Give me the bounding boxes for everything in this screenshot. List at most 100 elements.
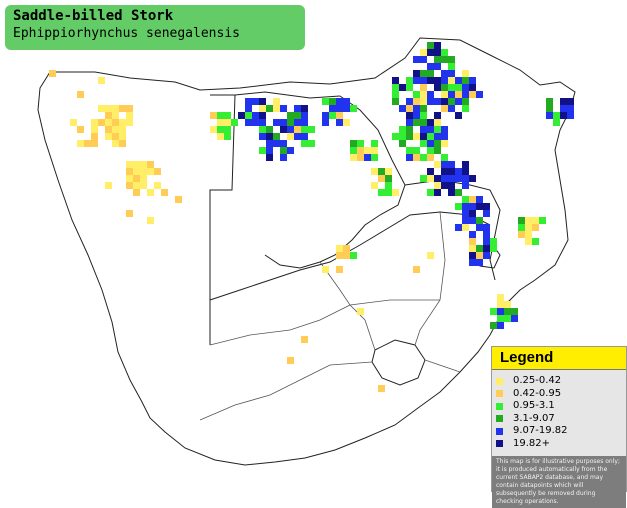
grid-cell <box>490 245 497 252</box>
grid-cell <box>441 154 448 161</box>
grid-cell <box>112 126 119 133</box>
namibia-botswana-border <box>209 94 236 345</box>
grid-cell <box>497 308 504 315</box>
grid-cell <box>532 238 539 245</box>
grid-cell <box>224 126 231 133</box>
grid-cell <box>525 231 532 238</box>
grid-cell <box>280 119 287 126</box>
legend-item: 0.42-0.95 <box>496 388 626 401</box>
grid-cell <box>455 84 462 91</box>
grid-cell <box>294 133 301 140</box>
grid-cell <box>245 119 252 126</box>
grid-cell <box>427 98 434 105</box>
grid-cell <box>154 168 161 175</box>
grid-cell <box>546 105 553 112</box>
grid-cell <box>133 168 140 175</box>
grid-cell <box>518 217 525 224</box>
grid-cell <box>126 105 133 112</box>
distribution-map <box>37 37 576 466</box>
grid-cell <box>567 105 574 112</box>
legend-swatch <box>496 402 503 410</box>
grid-cell <box>483 252 490 259</box>
grid-cell <box>378 168 385 175</box>
grid-cell <box>245 112 252 119</box>
grid-cell <box>476 91 483 98</box>
grid-cell <box>210 126 217 133</box>
grid-cell <box>112 105 119 112</box>
grid-cell <box>210 112 217 119</box>
grid-cell <box>252 98 259 105</box>
grid-cell <box>98 105 105 112</box>
grid-cell <box>336 266 343 273</box>
grid-cell <box>336 119 343 126</box>
grid-cell <box>357 308 364 315</box>
grid-cell <box>280 154 287 161</box>
grid-cell <box>350 154 357 161</box>
grid-cell <box>413 70 420 77</box>
grid-cell <box>280 140 287 147</box>
grid-cell <box>105 133 112 140</box>
grid-cell <box>378 385 385 392</box>
grid-cell <box>427 126 434 133</box>
legend-label: 9.07-19.82 <box>513 425 568 437</box>
grid-cell <box>462 203 469 210</box>
legend-item: 3.1-9.07 <box>496 413 626 426</box>
grid-cell <box>266 105 273 112</box>
grid-cell <box>224 133 231 140</box>
grid-cell <box>406 105 413 112</box>
grid-cell <box>448 91 455 98</box>
grid-cell <box>266 140 273 147</box>
grid-cell <box>91 133 98 140</box>
grid-cell <box>448 98 455 105</box>
grid-cell <box>329 112 336 119</box>
grid-cell <box>441 56 448 63</box>
grid-cell <box>98 119 105 126</box>
grid-cell <box>98 77 105 84</box>
grid-cell <box>175 196 182 203</box>
grid-cell <box>301 112 308 119</box>
grid-cell <box>427 63 434 70</box>
grid-cell <box>462 168 469 175</box>
legend-item: 9.07-19.82 <box>496 425 626 438</box>
grid-cell <box>133 182 140 189</box>
grid-cell <box>336 105 343 112</box>
grid-cell <box>476 196 483 203</box>
title-box: Saddle-billed Stork Ephippiorhynchus sen… <box>5 5 305 50</box>
grid-cell <box>322 112 329 119</box>
grid-cell <box>329 98 336 105</box>
grid-cell <box>343 252 350 259</box>
grid-cell <box>273 98 280 105</box>
grid-cell <box>294 105 301 112</box>
grid-cell <box>126 175 133 182</box>
grid-cell <box>469 91 476 98</box>
grid-cell <box>70 119 77 126</box>
grid-cell <box>294 119 301 126</box>
grid-cell <box>413 77 420 84</box>
grid-cell <box>441 98 448 105</box>
grid-cell <box>462 182 469 189</box>
grid-cell <box>483 224 490 231</box>
grid-cell <box>434 126 441 133</box>
grid-cell <box>273 133 280 140</box>
grid-cell <box>532 224 539 231</box>
grid-cell <box>217 112 224 119</box>
grid-cell <box>448 189 455 196</box>
occurrence-grid <box>49 42 574 392</box>
grid-cell <box>140 168 147 175</box>
grid-cell <box>252 119 259 126</box>
grid-cell <box>217 119 224 126</box>
grid-cell <box>406 112 413 119</box>
grid-cell <box>105 126 112 133</box>
grid-cell <box>434 56 441 63</box>
grid-cell <box>126 119 133 126</box>
grid-cell <box>119 105 126 112</box>
legend-label: 0.25-0.42 <box>513 375 562 387</box>
grid-cell <box>91 119 98 126</box>
grid-cell <box>434 98 441 105</box>
grid-cell <box>476 252 483 259</box>
grid-cell <box>427 154 434 161</box>
grid-cell <box>287 133 294 140</box>
grid-cell <box>469 252 476 259</box>
grid-cell <box>308 140 315 147</box>
grid-cell <box>511 308 518 315</box>
